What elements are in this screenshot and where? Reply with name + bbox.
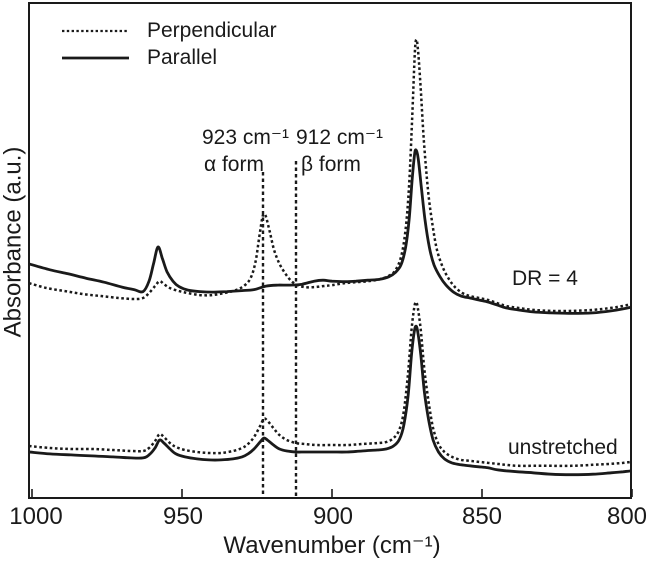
annotation-alpha-form: α form	[204, 153, 264, 176]
annotation-923-wavenumber: 923 cm⁻¹	[202, 126, 289, 149]
annotation-beta-form: β form	[301, 153, 361, 176]
curve-label-unstretched: unstretched	[508, 436, 618, 459]
reference-vlines	[261, 161, 298, 496]
spectra-curves	[30, 38, 630, 477]
x-axis-title: Wavenumber (cm⁻¹)	[223, 532, 441, 559]
series-3-parallel	[30, 324, 630, 477]
series-1-parallel	[30, 148, 630, 315]
series-0-perpendicular	[30, 38, 630, 313]
x-tick-label-900: 900	[312, 503, 354, 530]
x-tick-label-850: 850	[461, 503, 503, 530]
y-axis-title: Absorbance (a.u.)	[0, 146, 27, 338]
legend-label-parallel: Parallel	[147, 46, 218, 69]
series-2-perpendicular	[30, 300, 630, 468]
x-tick-label-800: 800	[606, 503, 648, 530]
x-tick-label-1000: 1000	[9, 503, 63, 530]
curve-label-dr4: DR = 4	[512, 267, 578, 290]
plot-frame	[28, 2, 632, 499]
legend-label-perpendicular: Perpendicular	[147, 19, 277, 42]
x-tick-label-950: 950	[162, 503, 204, 530]
legend-swatches	[62, 29, 129, 60]
x-axis-ticks	[31, 489, 633, 497]
annotation-912-wavenumber: 912 cm⁻¹	[296, 126, 383, 149]
